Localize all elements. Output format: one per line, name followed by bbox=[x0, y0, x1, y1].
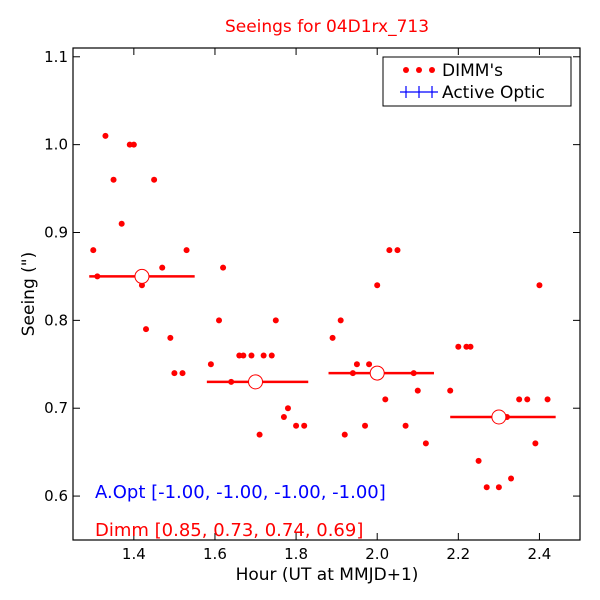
dimm-point bbox=[183, 247, 190, 254]
dimm-point bbox=[353, 361, 360, 368]
x-tick-label: 1.6 bbox=[203, 545, 227, 563]
dimm-point bbox=[90, 247, 97, 254]
axis-ticks: 1.4 1.6 1.8 2.0 2.2 2.4 0.6 0.7 0.8 0.9 1.0 1.1 bbox=[44, 48, 580, 563]
dimm-point bbox=[402, 422, 409, 429]
legend-dimm-label: DIMM's bbox=[442, 61, 503, 81]
dimm-point bbox=[260, 352, 267, 359]
dimm-point bbox=[102, 132, 109, 139]
dimm-point bbox=[483, 484, 490, 491]
dimm-point bbox=[532, 440, 539, 447]
dimm-point bbox=[495, 484, 502, 491]
x-tick-label: 2.2 bbox=[446, 545, 470, 563]
dimm-point bbox=[284, 405, 291, 412]
x-tick-label: 2.4 bbox=[528, 545, 552, 563]
dimm-point bbox=[508, 475, 515, 482]
dimm-point bbox=[216, 317, 223, 324]
dimm-point bbox=[240, 352, 247, 359]
plot-area bbox=[72, 47, 581, 541]
dimm-point bbox=[248, 352, 255, 359]
dimm-point bbox=[207, 361, 214, 368]
dimm-point bbox=[337, 317, 344, 324]
dimm-point bbox=[341, 431, 348, 438]
y-tick-label: 0.6 bbox=[44, 487, 68, 505]
dimm-point bbox=[118, 220, 125, 227]
dimm-mean-marker bbox=[134, 268, 150, 284]
annotation-dimm: Dimm [0.85, 0.73, 0.74, 0.69] bbox=[95, 520, 363, 541]
y-tick-label: 0.7 bbox=[44, 399, 68, 417]
dimm-point bbox=[362, 422, 369, 429]
dimm-point bbox=[130, 141, 137, 148]
y-tick-label: 1.1 bbox=[44, 48, 68, 66]
dimm-point bbox=[467, 343, 474, 350]
legend-dimm-marker bbox=[429, 67, 435, 73]
dimm-point bbox=[366, 361, 373, 368]
legend-active-optic-label: Active Optic bbox=[442, 83, 545, 103]
dimm-point bbox=[475, 457, 482, 464]
dimm-point bbox=[293, 422, 300, 429]
dimm-point bbox=[516, 396, 523, 403]
dimm-point bbox=[220, 264, 227, 271]
legend-dimm-marker bbox=[403, 67, 409, 73]
dimm-point bbox=[447, 387, 454, 394]
legend-active-optic-marker bbox=[400, 86, 438, 98]
dimm-mean-bins bbox=[89, 268, 556, 425]
dimm-point bbox=[151, 176, 158, 183]
dimm-point bbox=[455, 343, 462, 350]
dimm-point bbox=[386, 247, 393, 254]
dimm-point bbox=[422, 440, 429, 447]
x-tick-label: 1.8 bbox=[284, 545, 308, 563]
chart-title: Seeings for 04D1rx_713 bbox=[225, 17, 429, 37]
dimm-point bbox=[394, 247, 401, 254]
dimm-point bbox=[414, 387, 421, 394]
dimm-mean-marker bbox=[369, 365, 385, 381]
dimm-point bbox=[280, 414, 287, 420]
legend: DIMM's Active Optic bbox=[382, 56, 572, 107]
dimm-point bbox=[171, 370, 178, 377]
annotation-aopt: A.Opt [-1.00, -1.00, -1.00, -1.00] bbox=[95, 482, 386, 503]
dimm-point bbox=[256, 431, 263, 438]
dimm-point bbox=[143, 326, 150, 333]
x-axis-label: Hour (UT at MMJD+1) bbox=[236, 565, 419, 585]
x-tick-label: 1.4 bbox=[122, 545, 146, 563]
dimm-point bbox=[301, 422, 308, 429]
y-axis-label: Seeing (") bbox=[19, 252, 39, 337]
dimm-point bbox=[536, 282, 543, 289]
dimm-points bbox=[90, 132, 551, 491]
dimm-point bbox=[544, 396, 551, 403]
y-tick-label: 0.9 bbox=[44, 224, 68, 242]
legend-dimm-marker bbox=[416, 67, 422, 73]
dimm-point bbox=[167, 334, 174, 341]
dimm-mean-marker bbox=[248, 374, 264, 390]
dimm-point bbox=[110, 176, 117, 183]
dimm-point bbox=[382, 396, 389, 403]
dimm-mean-marker bbox=[491, 409, 507, 425]
dimm-point bbox=[179, 370, 186, 377]
y-tick-label: 0.8 bbox=[44, 311, 68, 329]
dimm-point bbox=[159, 264, 166, 271]
x-tick-label: 2.0 bbox=[365, 545, 389, 563]
dimm-point bbox=[272, 317, 279, 324]
legend-box bbox=[382, 56, 572, 107]
dimm-point bbox=[374, 282, 381, 289]
y-tick-label: 1.0 bbox=[44, 136, 68, 154]
dimm-point bbox=[524, 396, 531, 403]
dimm-point bbox=[268, 352, 275, 359]
dimm-point bbox=[329, 334, 336, 341]
